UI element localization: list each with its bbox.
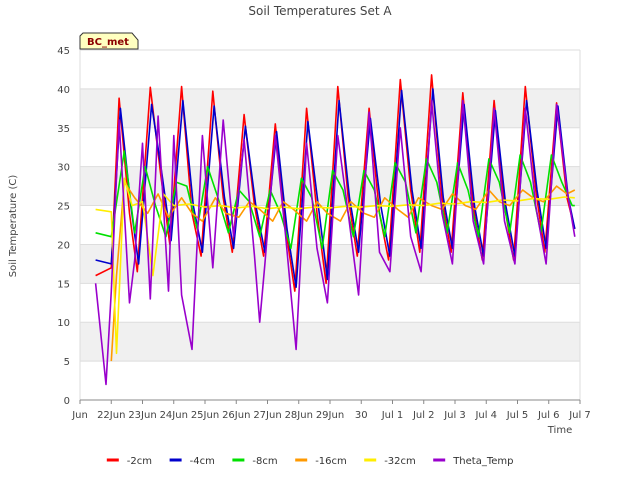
legend: -2cm -4cm -8cm -16cm -32cm Theta_Temp — [106, 456, 514, 467]
x-tick-label: 23Jun — [128, 410, 156, 421]
series-line-theta-temp — [94, 99, 576, 386]
plot-area — [80, 50, 580, 400]
legend-label: Theta_Temp — [452, 456, 513, 467]
legend-label: -8cm — [252, 456, 277, 467]
legend-item-32cm: -32cm — [364, 456, 416, 467]
x-tick-label: 29Jun — [316, 410, 344, 421]
legend-label: -4cm — [190, 456, 215, 467]
x-tick-label: Jun — [71, 410, 88, 421]
x-tick-labels: Jun 22Jun 23Jun 24Jun 25Jun 26Jun 27Jun 28Jun 29… — [71, 410, 591, 421]
legend-label: -16cm — [315, 456, 347, 467]
station-badge-label: BC_met — [87, 37, 129, 48]
legend-label: -32cm — [384, 456, 416, 467]
series-line-16cm — [110, 181, 576, 362]
y-tick-label: 0 — [64, 396, 70, 407]
y-tick-label: 10 — [57, 318, 70, 329]
y-tick-label: 30 — [57, 163, 70, 174]
x-tick-label: 24Jun — [160, 410, 188, 421]
y-tick-label: 35 — [57, 124, 70, 135]
x-tick-label: 30 — [355, 410, 368, 421]
y-tick-labels: 0 5 10 15 20 25 30 35 40 45 — [57, 46, 70, 407]
legend-item-2cm: -2cm — [106, 456, 152, 467]
y-tick-label: 15 — [57, 279, 70, 290]
x-tick-label: 26Jun — [222, 410, 250, 421]
x-tick-label: Jul 5 — [506, 410, 529, 421]
x-tick-label: 25Jun — [191, 410, 219, 421]
chart-title: Soil Temperatures Set A — [248, 4, 392, 18]
legend-label: -2cm — [127, 456, 152, 467]
x-tick-label: Jul 6 — [537, 410, 560, 421]
series-line-32cm — [95, 177, 575, 355]
x-tick-label: 22Jun — [97, 410, 125, 421]
legend-item-8cm: -8cm — [232, 456, 278, 467]
y-axis-title: Soil Temperature (C) — [8, 175, 19, 278]
x-tick-label: Jul 3 — [443, 410, 466, 421]
x-tick-label: 28Jun — [285, 410, 313, 421]
x-tick-label: Jul 7 — [568, 410, 591, 421]
station-badge-box — [79, 32, 139, 50]
x-tick-label: Jul 2 — [412, 410, 435, 421]
series-layer — [94, 74, 576, 386]
plot-band — [80, 322, 580, 362]
y-tick-label: 40 — [57, 85, 70, 96]
y-tick-label: 20 — [57, 240, 70, 251]
x-tick-label: Jul 1 — [381, 410, 404, 421]
x-tick-label: 27Jun — [253, 410, 281, 421]
legend-item-16cm: -16cm — [295, 456, 347, 467]
y-tick-label: 45 — [57, 46, 70, 57]
x-tick-label: Jul 4 — [474, 410, 497, 421]
legend-item-theta-temp: Theta_Temp — [433, 456, 514, 467]
station-badge: BC_met — [79, 32, 139, 50]
y-tick-label: 5 — [64, 357, 70, 368]
x-axis-title: Time — [547, 425, 572, 436]
axes — [79, 50, 581, 404]
legend-item-4cm: -4cm — [169, 456, 215, 467]
y-tick-label: 25 — [57, 202, 70, 213]
series-line-4cm — [95, 88, 576, 289]
